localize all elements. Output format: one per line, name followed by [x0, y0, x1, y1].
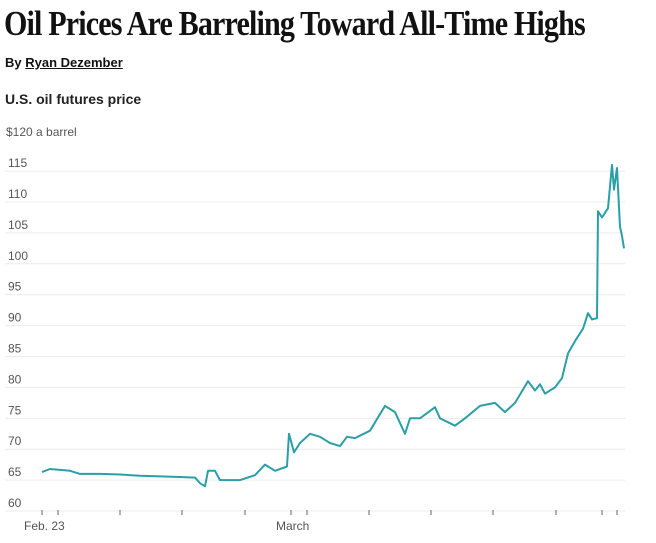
y-tick-label: 85 — [8, 342, 22, 356]
y-tick-label: 70 — [8, 434, 22, 448]
x-tick-label: Feb. 23 — [24, 519, 65, 533]
y-tick-label: 65 — [8, 465, 22, 479]
y-tick-label: 80 — [8, 372, 22, 386]
price-line — [41, 163, 625, 488]
y-tick-label: 105 — [8, 218, 28, 232]
y-tick-label: 115 — [8, 156, 27, 170]
y-tick-label: 60 — [8, 496, 22, 510]
y-tick-label: 75 — [8, 403, 22, 417]
y-tick-label: 100 — [8, 249, 28, 263]
x-tick-label: March — [276, 519, 309, 533]
byline: By Ryan Dezember — [5, 55, 123, 70]
y-tick-label: 90 — [8, 311, 22, 325]
y-axis-top-label: $120 a barrel — [6, 125, 77, 139]
y-tick-label: 110 — [8, 187, 27, 201]
chart-title: U.S. oil futures price — [5, 91, 142, 107]
y-tick-label: 95 — [8, 280, 22, 294]
author-link[interactable]: Ryan Dezember — [25, 55, 123, 70]
headline: Oil Prices Are Barreling Toward All-Time… — [4, 4, 586, 43]
